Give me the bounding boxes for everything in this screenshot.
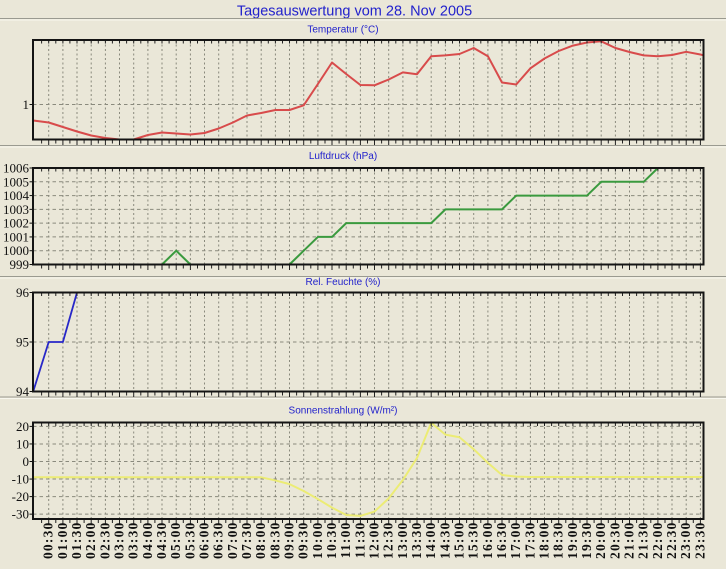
svg-text:07:30: 07:30 [239, 522, 254, 560]
svg-text:16:30: 16:30 [494, 522, 509, 560]
svg-text:04:30: 04:30 [154, 522, 169, 560]
svg-text:Luftdruck (hPa): Luftdruck (hPa) [309, 151, 377, 162]
svg-text:1002: 1002 [3, 216, 29, 231]
svg-text:18:30: 18:30 [551, 522, 566, 560]
svg-text:1001: 1001 [3, 229, 29, 244]
svg-text:16:00: 16:00 [480, 522, 495, 560]
svg-text:17:00: 17:00 [508, 522, 523, 560]
svg-text:12:30: 12:30 [381, 522, 396, 560]
svg-text:14:00: 14:00 [423, 522, 438, 560]
svg-text:19:30: 19:30 [579, 522, 594, 560]
svg-text:Tagesauswertung vom 28. Nov 20: Tagesauswertung vom 28. Nov 2005 [237, 4, 472, 20]
svg-text:Sonnenstrahlung (W/m²): Sonnenstrahlung (W/m²) [289, 406, 398, 417]
svg-text:-20: -20 [12, 489, 29, 504]
svg-text:0: 0 [23, 454, 30, 469]
svg-text:22:30: 22:30 [664, 522, 679, 560]
svg-text:23:30: 23:30 [692, 522, 707, 560]
svg-text:02:00: 02:00 [83, 522, 98, 560]
svg-text:19:00: 19:00 [565, 522, 580, 560]
svg-text:1005: 1005 [3, 174, 29, 189]
svg-text:10: 10 [16, 436, 29, 451]
svg-text:13:00: 13:00 [395, 522, 410, 560]
svg-text:18:00: 18:00 [537, 522, 552, 560]
svg-text:04:00: 04:00 [140, 522, 155, 560]
svg-text:08:00: 08:00 [253, 522, 268, 560]
svg-text:95: 95 [16, 335, 29, 350]
svg-text:22:00: 22:00 [650, 522, 665, 560]
svg-text:01:30: 01:30 [69, 522, 84, 560]
svg-text:-10: -10 [12, 472, 29, 487]
svg-text:03:30: 03:30 [126, 522, 141, 560]
svg-text:23:00: 23:00 [678, 522, 693, 560]
svg-text:05:00: 05:00 [168, 522, 183, 560]
svg-text:10:00: 10:00 [310, 522, 325, 560]
svg-text:1000: 1000 [3, 243, 29, 258]
svg-text:1003: 1003 [3, 202, 29, 217]
svg-text:03:00: 03:00 [112, 522, 127, 560]
svg-text:21:30: 21:30 [636, 522, 651, 560]
svg-text:14:30: 14:30 [437, 522, 452, 560]
svg-text:1004: 1004 [3, 188, 30, 203]
svg-text:999: 999 [10, 257, 30, 272]
svg-text:1006: 1006 [3, 161, 30, 176]
svg-text:21:00: 21:00 [622, 522, 637, 560]
svg-text:01:00: 01:00 [55, 522, 70, 560]
svg-text:96: 96 [16, 285, 30, 300]
svg-text:11:30: 11:30 [352, 522, 367, 559]
svg-text:11:00: 11:00 [338, 522, 353, 559]
svg-text:13:30: 13:30 [409, 522, 424, 560]
svg-text:1: 1 [23, 97, 30, 112]
svg-text:12:00: 12:00 [367, 522, 382, 560]
svg-text:06:30: 06:30 [211, 522, 226, 560]
svg-text:Rel. Feuchte (%): Rel. Feuchte (%) [305, 277, 380, 288]
svg-text:15:00: 15:00 [452, 522, 467, 560]
svg-text:08:30: 08:30 [267, 522, 282, 560]
svg-text:-30: -30 [12, 507, 29, 522]
svg-text:09:30: 09:30 [296, 522, 311, 560]
svg-text:Temperatur (°C): Temperatur (°C) [307, 25, 378, 36]
svg-text:05:30: 05:30 [182, 522, 197, 560]
svg-text:20:00: 20:00 [593, 522, 608, 560]
svg-text:06:00: 06:00 [197, 522, 212, 560]
svg-text:09:00: 09:00 [282, 522, 297, 560]
svg-text:07:00: 07:00 [225, 522, 240, 560]
svg-text:17:30: 17:30 [522, 522, 537, 560]
svg-text:10:30: 10:30 [324, 522, 339, 560]
svg-text:94: 94 [16, 384, 30, 399]
svg-text:15:30: 15:30 [466, 522, 481, 560]
svg-text:02:30: 02:30 [97, 522, 112, 560]
svg-text:20:30: 20:30 [607, 522, 622, 560]
svg-text:00:30: 00:30 [41, 522, 56, 560]
svg-text:20: 20 [16, 419, 29, 434]
